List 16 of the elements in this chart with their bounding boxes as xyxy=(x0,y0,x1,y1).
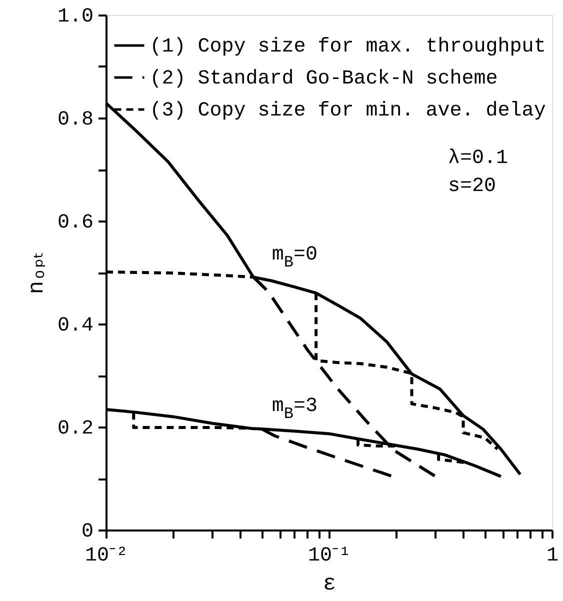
annotation: s=20 xyxy=(448,175,496,198)
x-axis-title: ε xyxy=(322,572,336,596)
y-tick-label: 0.6 xyxy=(57,212,94,234)
y-tick-label: 0.2 xyxy=(57,418,94,440)
y-tick-label: 0 xyxy=(81,520,94,544)
legend-label: (2) Standard Go-Back-N scheme xyxy=(150,68,498,90)
legend-label: (1) Copy size for max. throughput xyxy=(150,36,546,58)
y-tick-label: 0.4 xyxy=(57,314,94,338)
y-tick-label: 0.8 xyxy=(57,108,94,132)
legend-label: (3) Copy size for min. ave. delay xyxy=(150,100,546,122)
x-tick-label: 10⁻¹ xyxy=(308,544,352,568)
y-tick-label: 1.0 xyxy=(57,6,94,28)
x-tick-label: 1 xyxy=(546,544,559,568)
y-axis-title: nₒₚₜ xyxy=(24,252,50,294)
x-tick-label: 10⁻² xyxy=(84,544,128,568)
annotation: λ=0.1 xyxy=(448,147,508,170)
